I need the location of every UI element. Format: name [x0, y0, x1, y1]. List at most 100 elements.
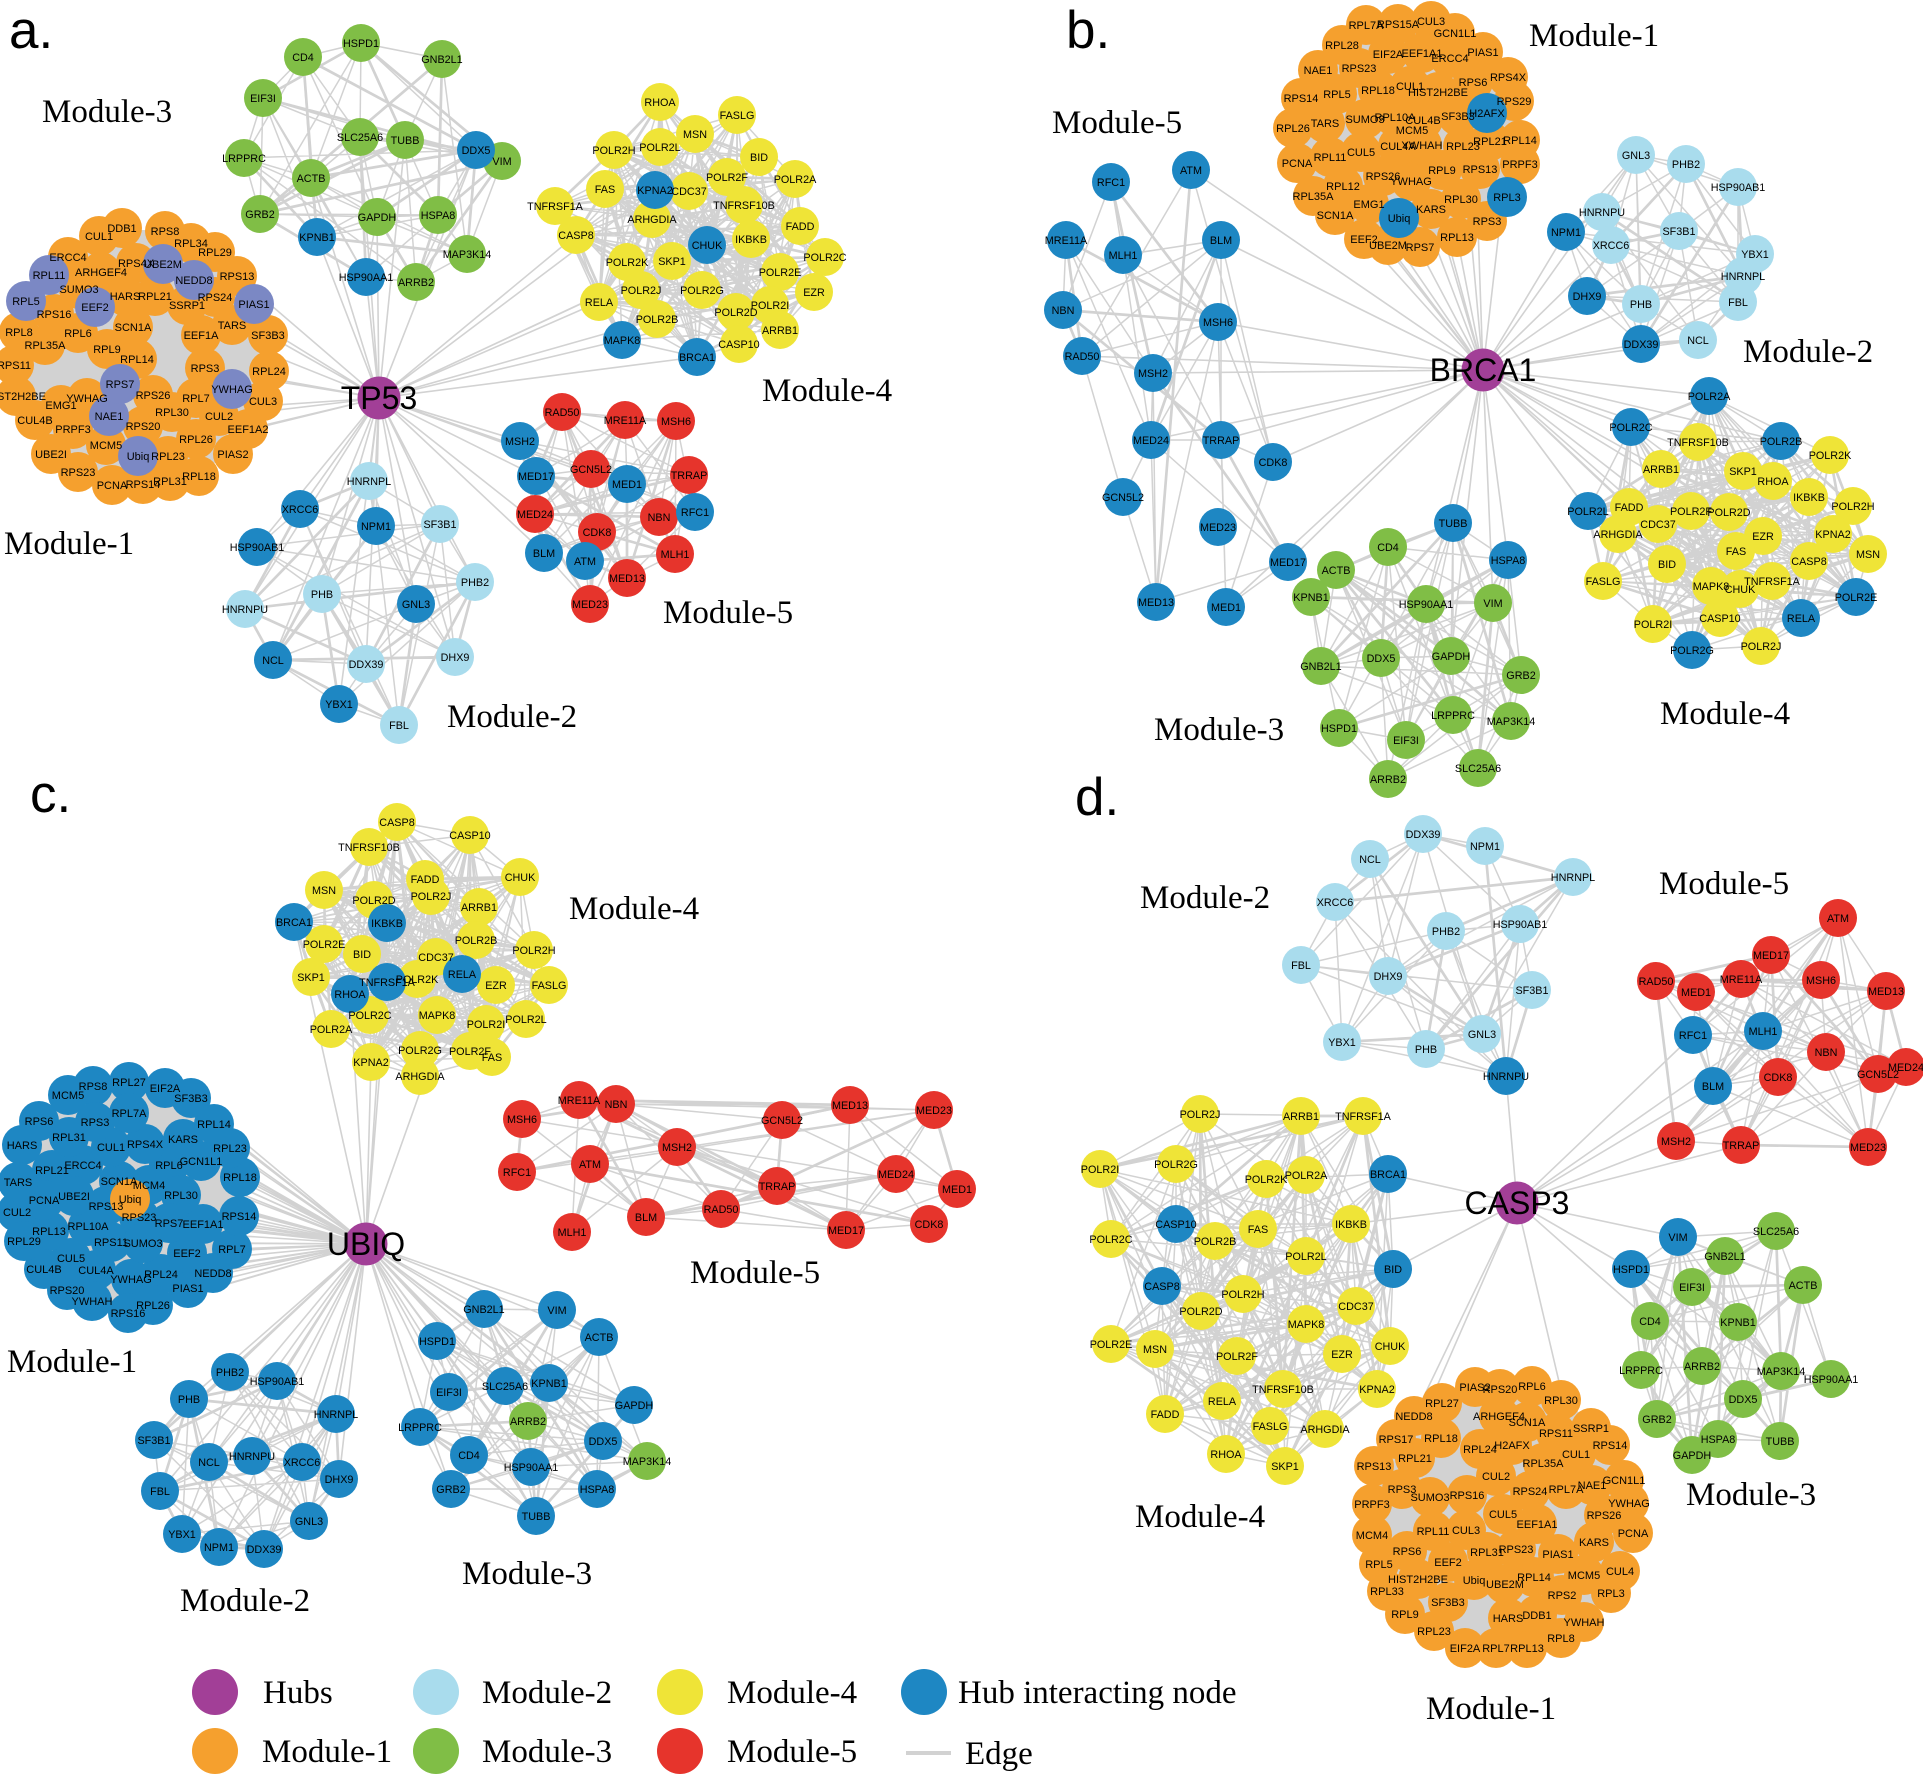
svg-text:BRCA1: BRCA1: [276, 917, 312, 929]
svg-text:POLR2F: POLR2F: [1216, 1351, 1258, 1363]
svg-text:GNL3: GNL3: [295, 1516, 323, 1528]
svg-text:MLH1: MLH1: [661, 549, 690, 561]
svg-text:TNFRSF10B: TNFRSF10B: [338, 842, 400, 854]
svg-text:TNFRSF1A: TNFRSF1A: [359, 977, 416, 989]
svg-text:RPL24: RPL24: [252, 366, 286, 378]
svg-text:CD4: CD4: [458, 1450, 480, 1462]
svg-text:CUL4B: CUL4B: [1405, 115, 1440, 127]
svg-text:GAPDH: GAPDH: [1673, 1450, 1711, 1462]
svg-text:Module-1: Module-1: [4, 526, 134, 562]
svg-text:RPS7: RPS7: [155, 1218, 184, 1230]
svg-text:SCN1A: SCN1A: [1317, 210, 1354, 222]
svg-text:TNFRSF10B: TNFRSF10B: [1667, 437, 1729, 449]
svg-text:MED23: MED23: [916, 1105, 952, 1117]
svg-text:RPS3: RPS3: [191, 363, 220, 375]
svg-text:FADD: FADD: [411, 874, 440, 886]
svg-text:RPS6: RPS6: [1393, 1546, 1422, 1558]
svg-text:FASLG: FASLG: [1586, 576, 1621, 588]
svg-text:EEF1A1: EEF1A1: [1517, 1519, 1558, 1531]
svg-text:DDX39: DDX39: [247, 1544, 282, 1556]
svg-text:DHX9: DHX9: [441, 652, 470, 664]
svg-text:TUBB: TUBB: [391, 135, 420, 147]
svg-text:SKP1: SKP1: [658, 256, 686, 268]
svg-text:Module-3: Module-3: [482, 1734, 612, 1770]
svg-text:MSN: MSN: [312, 885, 336, 897]
svg-text:POLR2D: POLR2D: [1707, 507, 1750, 519]
svg-text:RPS29: RPS29: [1497, 96, 1532, 108]
svg-text:GCN1L1: GCN1L1: [1434, 28, 1477, 40]
svg-text:RPS3: RPS3: [1473, 216, 1502, 228]
svg-text:ARRB2: ARRB2: [510, 1416, 546, 1428]
svg-text:MED1: MED1: [1211, 602, 1241, 614]
svg-text:RPL21: RPL21: [1473, 136, 1507, 148]
svg-text:CDC37: CDC37: [418, 952, 453, 964]
svg-text:ACTB: ACTB: [297, 173, 326, 185]
svg-text:POLR2E: POLR2E: [1090, 1339, 1133, 1351]
svg-text:HSP90AA1: HSP90AA1: [1399, 599, 1454, 611]
svg-text:BLM: BLM: [635, 1212, 657, 1224]
svg-text:TNFRSF10B: TNFRSF10B: [713, 200, 775, 212]
svg-text:CDK8: CDK8: [1764, 1072, 1793, 1084]
svg-text:CASP10: CASP10: [1155, 1219, 1196, 1231]
svg-text:RPS6: RPS6: [25, 1116, 54, 1128]
svg-text:POLR2J: POLR2J: [621, 285, 662, 297]
svg-text:CUL1: CUL1: [1396, 81, 1424, 93]
svg-text:FADD: FADD: [1151, 1409, 1180, 1421]
svg-text:FBL: FBL: [389, 720, 409, 732]
svg-text:ARHGDIA: ARHGDIA: [1593, 529, 1643, 541]
svg-text:CASP10: CASP10: [718, 339, 759, 351]
svg-text:SUMO3: SUMO3: [59, 284, 98, 296]
svg-text:XRCC6: XRCC6: [1593, 240, 1630, 252]
svg-text:FBL: FBL: [150, 1486, 170, 1498]
svg-text:FASLG: FASLG: [1253, 1421, 1288, 1433]
svg-text:NPM1: NPM1: [204, 1542, 234, 1554]
svg-text:POLR2B: POLR2B: [1194, 1236, 1237, 1248]
svg-text:GCN1L1: GCN1L1: [1603, 1475, 1646, 1487]
svg-text:MAP3K14: MAP3K14: [1487, 716, 1536, 728]
svg-text:Module-5: Module-5: [690, 1255, 820, 1291]
svg-text:SF3B1: SF3B1: [137, 1435, 170, 1447]
svg-text:RPL35A: RPL35A: [1523, 1458, 1565, 1470]
svg-text:RAD50: RAD50: [1639, 976, 1674, 988]
svg-text:DDX39: DDX39: [1406, 829, 1441, 841]
svg-text:POLR2L: POLR2L: [1567, 506, 1608, 518]
svg-text:SF3B1: SF3B1: [1662, 226, 1695, 238]
svg-text:FAS: FAS: [595, 184, 615, 196]
svg-text:Module-2: Module-2: [180, 1583, 310, 1619]
svg-text:SLC25A6: SLC25A6: [1753, 1226, 1799, 1238]
svg-text:a.: a.: [9, 1, 53, 60]
svg-text:RPS24: RPS24: [1513, 1486, 1548, 1498]
svg-text:MLH1: MLH1: [1749, 1026, 1778, 1038]
svg-text:RAD50: RAD50: [1065, 351, 1100, 363]
svg-text:RPL3: RPL3: [1493, 192, 1521, 204]
svg-text:RPL18: RPL18: [223, 1172, 257, 1184]
svg-text:MCM5: MCM5: [90, 440, 122, 452]
svg-text:EMG1: EMG1: [45, 400, 76, 412]
svg-text:RPS4X: RPS4X: [127, 1139, 164, 1151]
svg-text:DDX39: DDX39: [349, 659, 384, 671]
svg-text:Module-1: Module-1: [1529, 18, 1659, 54]
svg-text:POLR2I: POLR2I: [751, 300, 789, 312]
svg-text:POLR2H: POLR2H: [1221, 1289, 1264, 1301]
svg-text:RPL7: RPL7: [1482, 1643, 1510, 1655]
svg-text:RPL6: RPL6: [155, 1160, 183, 1172]
svg-text:FBL: FBL: [1291, 960, 1311, 972]
svg-text:DDX5: DDX5: [589, 1436, 618, 1448]
svg-text:POLR2K: POLR2K: [606, 257, 649, 269]
svg-text:RPL26: RPL26: [1276, 123, 1310, 135]
svg-text:RPL13: RPL13: [1510, 1643, 1544, 1655]
svg-text:TRRAP: TRRAP: [671, 470, 708, 482]
svg-text:MED13: MED13: [609, 573, 645, 585]
svg-text:TARS: TARS: [1311, 118, 1340, 130]
svg-text:MAP3K14: MAP3K14: [623, 1456, 672, 1468]
svg-text:RPL29: RPL29: [7, 1236, 41, 1248]
svg-text:PRPF3: PRPF3: [1354, 1499, 1389, 1511]
svg-text:HSP90AA1: HSP90AA1: [339, 272, 394, 284]
svg-text:CDC37: CDC37: [671, 186, 706, 198]
svg-text:CUL2: CUL2: [3, 1207, 31, 1219]
svg-text:RPL7A: RPL7A: [1349, 20, 1385, 32]
svg-text:RPL33: RPL33: [1370, 1586, 1404, 1598]
svg-text:HNRNPU: HNRNPU: [1483, 1071, 1529, 1083]
svg-text:POLR2B: POLR2B: [1760, 436, 1803, 448]
svg-text:DDX5: DDX5: [1729, 1394, 1758, 1406]
